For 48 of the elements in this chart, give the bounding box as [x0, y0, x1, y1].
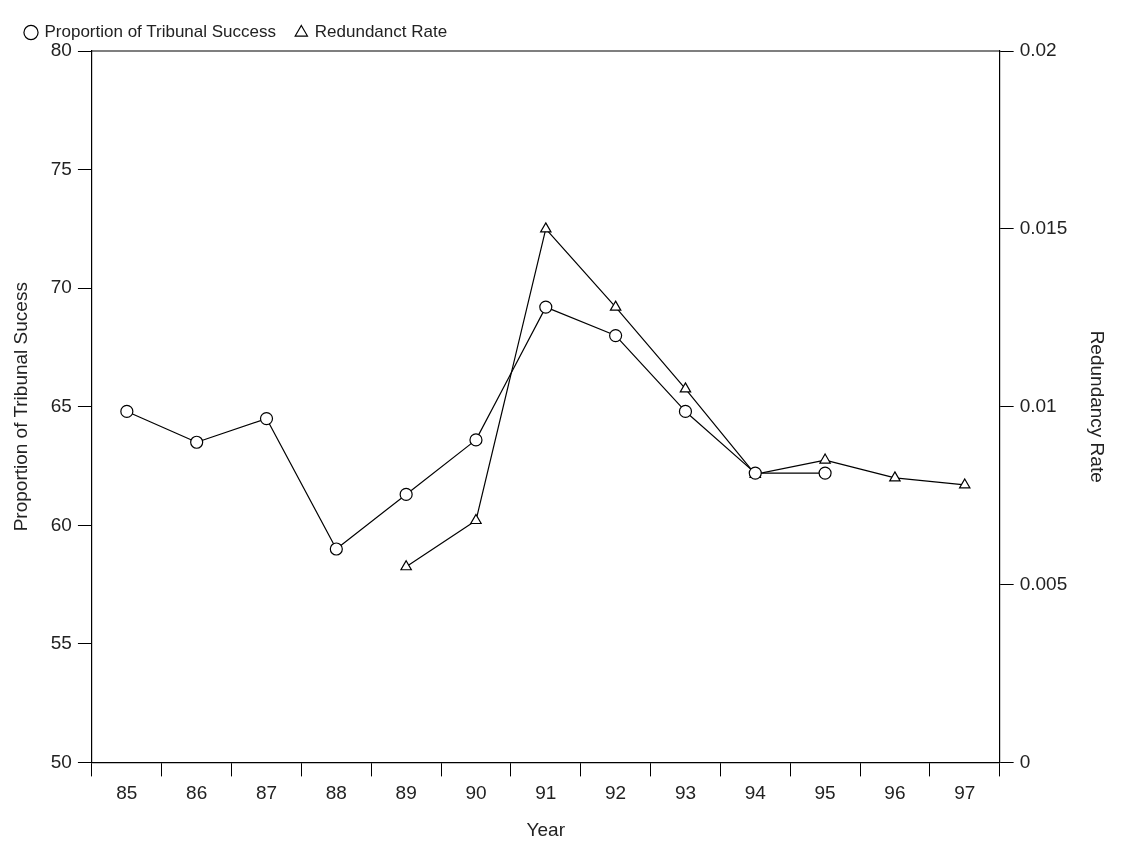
x-tick-label: 97	[954, 782, 976, 804]
x-tick-label: 90	[465, 782, 487, 804]
x-tick-label: 96	[884, 782, 906, 804]
y-tick-label: 75	[50, 157, 72, 179]
x-tick-label: 88	[325, 782, 347, 804]
x-tick-label: 87	[255, 782, 278, 804]
y-tick-label: 70	[50, 276, 72, 298]
y-tick-label: 65	[50, 394, 72, 416]
x-tick-label: 91	[535, 782, 557, 804]
x-tick-label: 86	[186, 782, 208, 804]
point	[889, 471, 901, 482]
point	[329, 542, 343, 556]
point	[678, 404, 693, 419]
y2-tick-label: 0.005	[1019, 572, 1068, 594]
point	[259, 411, 274, 426]
y-tick-label: 55	[50, 632, 72, 654]
x-tick-label: 92	[605, 782, 627, 804]
y-tick-label: 60	[50, 513, 72, 535]
y2-tick-label: 0.01	[1019, 394, 1057, 416]
y-tick-label: 50	[50, 750, 72, 772]
point	[539, 300, 553, 314]
point	[399, 487, 413, 502]
point	[679, 382, 692, 393]
y2-tick-label: 0.015	[1019, 217, 1068, 239]
y-axis-title: Proportion of Tribunal Sucess	[9, 282, 31, 532]
x-axis-title: Year	[526, 818, 566, 840]
point	[400, 560, 412, 571]
legend-label: Proportion of Tribunal Success	[44, 22, 277, 42]
point	[470, 513, 482, 525]
legend-label: Redundanct Rate	[314, 22, 448, 42]
y2-axis-title: Redundancy Rate	[1087, 330, 1109, 483]
x-tick-label: 94	[744, 782, 767, 804]
point	[540, 222, 552, 233]
point	[958, 478, 971, 489]
x-tick-label: 95	[814, 782, 836, 804]
x-tick-label: 89	[395, 782, 417, 804]
x-tick-label: 93	[674, 782, 697, 804]
point	[818, 466, 832, 480]
point	[819, 453, 831, 464]
y2-tick-label: 0	[1019, 750, 1031, 772]
point	[609, 300, 622, 311]
y-tick-label: 80	[50, 39, 72, 61]
y2-tick-label: 0.02	[1019, 39, 1057, 61]
point	[120, 404, 134, 419]
point	[190, 435, 204, 449]
point	[469, 433, 483, 447]
x-tick-label: 85	[116, 782, 138, 804]
point	[609, 328, 623, 343]
